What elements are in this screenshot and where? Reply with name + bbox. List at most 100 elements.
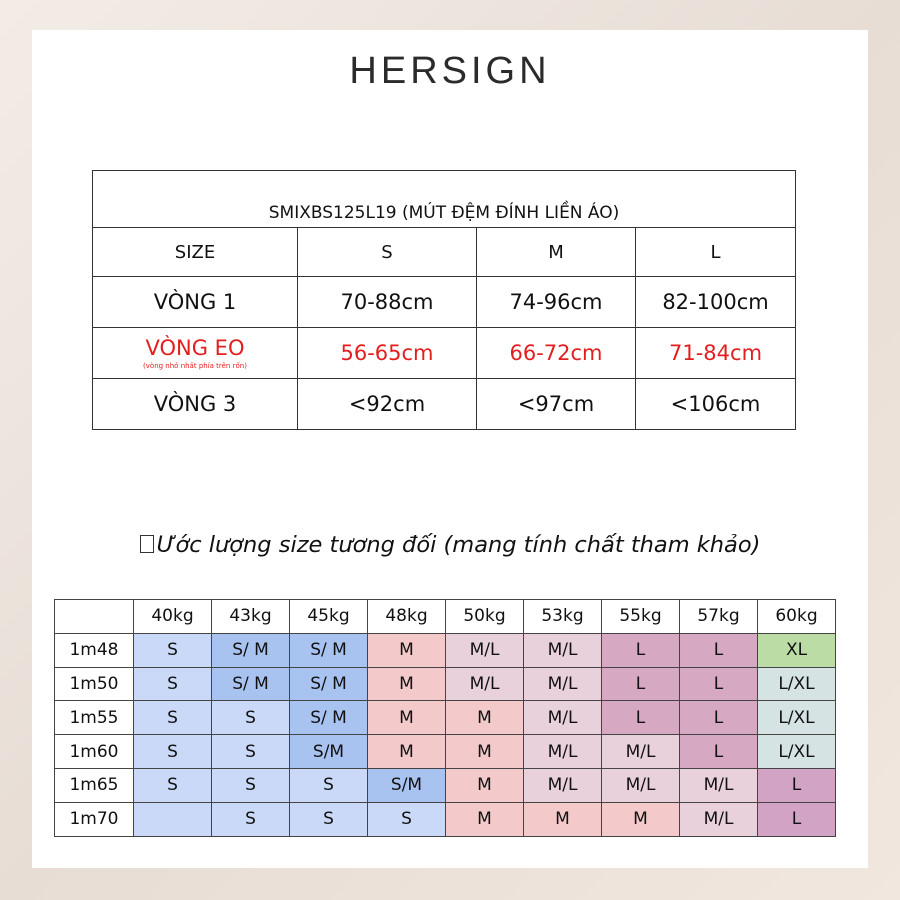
size-table-title: SMIXBS125L19 (MÚT ĐỆM ĐÍNH LIỀN ÁO)	[91, 170, 797, 228]
size-cell: M	[367, 632, 446, 668]
size-cell: S	[133, 700, 212, 736]
size-cell: S/ M	[289, 700, 368, 736]
size-cell: S	[211, 734, 290, 769]
size-cell: M/L	[679, 767, 758, 803]
size-cell: M/L	[523, 734, 602, 769]
size-cell: M/L	[601, 767, 680, 803]
size-cell: L	[679, 734, 758, 769]
size-cell: S	[133, 666, 212, 702]
size-cell: S	[367, 801, 446, 837]
size-cell: M/L	[523, 666, 602, 702]
size-cell: L	[601, 666, 680, 702]
size-cell: M	[445, 801, 524, 837]
size-cell: L	[757, 801, 836, 837]
row-vong-1: VÒNG 1 70-88cm 74-96cm 82-100cm	[92, 276, 797, 328]
size-cell: M/L	[523, 700, 602, 736]
size-cell: L	[601, 700, 680, 736]
size-cell: L	[601, 632, 680, 668]
size-cell: S	[289, 801, 368, 837]
size-cell	[133, 801, 212, 837]
size-cell: S	[211, 700, 290, 736]
size-cell: S	[133, 734, 212, 769]
size-cell: M	[367, 666, 446, 702]
size-cell: M/L	[679, 801, 758, 837]
height-label: 1m70	[54, 801, 134, 837]
brand-logo: HERSIGN	[349, 50, 551, 92]
size-cell: S	[289, 767, 368, 803]
height-row: 1m55 S S S/ M M M M/L L L L/XL	[54, 700, 836, 736]
size-cell: L	[679, 632, 758, 668]
height-label: 1m65	[54, 767, 134, 803]
size-cell: S/M	[289, 734, 368, 769]
size-cell: S/ M	[211, 632, 290, 668]
weight-header: 45kg	[289, 599, 368, 634]
weight-header: 57kg	[679, 599, 758, 634]
weight-header: 40kg	[133, 599, 212, 634]
size-cell: S	[211, 801, 290, 837]
header-l: L	[634, 227, 797, 277]
size-cell: M	[445, 767, 524, 803]
height-row: 1m60 S S S/M M M M/L M/L L L/XL	[54, 734, 836, 769]
height-row: 1m70 S S S M M M M/L L	[54, 801, 836, 837]
weight-header: 53kg	[523, 599, 602, 634]
height-label: 1m55	[54, 700, 134, 736]
size-cell: S	[211, 767, 290, 803]
row-label: VÒNG 1	[92, 276, 298, 328]
weight-header: 43kg	[211, 599, 290, 634]
row-label: VÒNG EO	[145, 336, 245, 360]
row-vong-eo: VÒNG EO (vòng nhỏ nhất phía trên rốn) 56…	[92, 327, 797, 379]
grid-corner	[54, 599, 134, 634]
height-label: 1m50	[54, 666, 134, 702]
weight-header: 55kg	[601, 599, 680, 634]
header-size: SIZE	[92, 227, 298, 277]
size-cell: M	[445, 734, 524, 769]
size-cell: S	[133, 767, 212, 803]
note-heading: Ước lượng size tương đối (mang tính chất…	[0, 532, 900, 558]
size-cell: S	[133, 632, 212, 668]
size-cell: L/XL	[757, 666, 836, 702]
value-m: 66-72cm	[476, 327, 636, 379]
height-row: 1m65 S S S S/M M M/L M/L M/L L	[54, 767, 836, 803]
value-s: 70-88cm	[297, 276, 477, 328]
weight-header: 50kg	[445, 599, 524, 634]
weight-header-row: 40kg 43kg 45kg 48kg 50kg 53kg 55kg 57kg 60kg	[54, 599, 836, 634]
weight-header: 48kg	[367, 599, 446, 634]
size-cell: M/L	[523, 767, 602, 803]
size-cell: M	[367, 734, 446, 769]
size-cell: M/L	[445, 666, 524, 702]
checkbox-glyph-icon	[139, 535, 154, 553]
height-row: 1m50 S S/ M S/ M M M/L M/L L L L/XL	[54, 666, 836, 702]
size-cell: L/XL	[757, 700, 836, 736]
size-cell: M	[601, 801, 680, 837]
size-cell: L	[679, 666, 758, 702]
row-label-cell: VÒNG EO (vòng nhỏ nhất phía trên rốn)	[92, 327, 298, 379]
row-vong-3: VÒNG 3 <92cm <97cm <106cm	[92, 378, 797, 430]
size-cell: M/L	[601, 734, 680, 769]
size-cell: S/ M	[289, 632, 368, 668]
row-label: VÒNG 3	[92, 378, 298, 430]
value-s: 56-65cm	[297, 327, 477, 379]
size-table: SMIXBS125L19 (MÚT ĐỆM ĐÍNH LIỀN ÁO) SIZE…	[91, 170, 797, 430]
note-text: Ước lượng size tương đối (mang tính chất…	[156, 532, 761, 558]
size-estimate-grid: 40kg 43kg 45kg 48kg 50kg 53kg 55kg 57kg 60kg 1m48…	[54, 599, 836, 837]
size-cell: S/ M	[211, 666, 290, 702]
size-cell: S/M	[367, 767, 446, 803]
value-m: 74-96cm	[476, 276, 636, 328]
size-cell: L	[679, 700, 758, 736]
size-cell: L/XL	[757, 734, 836, 769]
height-label: 1m60	[54, 734, 134, 769]
height-label: 1m48	[54, 632, 134, 668]
height-row: 1m48 S S/ M S/ M M M/L M/L L L XL	[54, 632, 836, 668]
size-cell: M	[445, 700, 524, 736]
size-cell: M/L	[523, 632, 602, 668]
size-cell: M	[367, 700, 446, 736]
value-l: 71-84cm	[634, 327, 797, 379]
weight-header: 60kg	[757, 599, 836, 634]
size-table-header: SIZE S M L	[92, 227, 797, 277]
value-l: <106cm	[634, 378, 797, 430]
size-cell: XL	[757, 632, 836, 668]
value-l: 82-100cm	[634, 276, 797, 328]
size-cell: L	[757, 767, 836, 803]
size-cell: S/ M	[289, 666, 368, 702]
size-cell: M	[523, 801, 602, 837]
